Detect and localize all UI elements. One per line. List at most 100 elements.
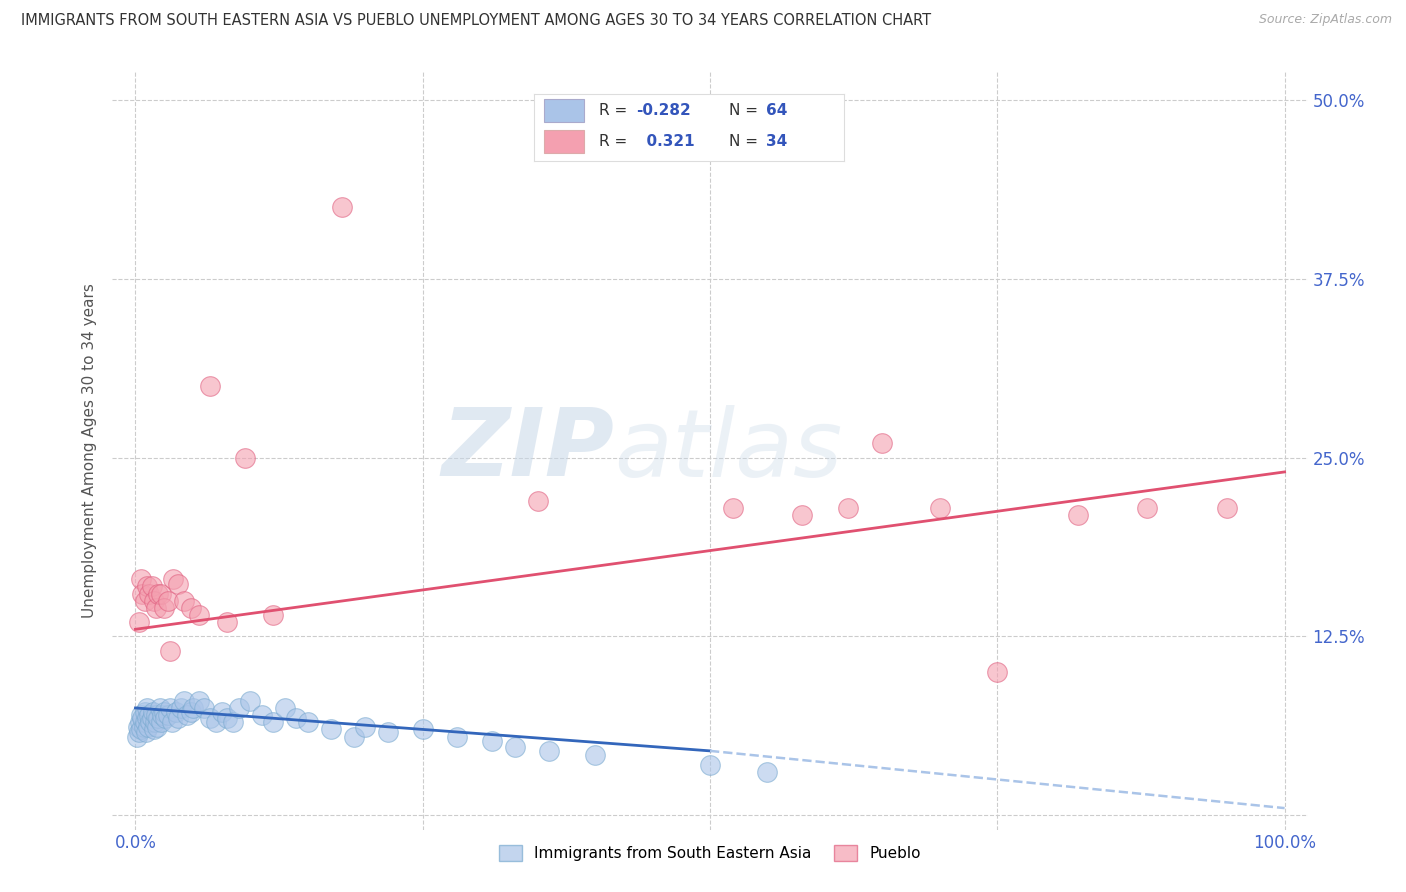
Point [274,701,297,715]
Point [131,711,153,725]
Point [143,715,166,730]
Point [159,644,181,658]
Point [187,694,209,708]
Point [446,730,468,744]
Point [129,723,152,737]
Text: R =: R = [599,134,633,149]
Point [131,586,153,600]
Point [262,715,284,730]
Point [176,708,198,723]
Point [145,708,167,723]
Point [149,586,172,600]
Point [138,708,160,723]
Point [872,436,894,450]
Point [198,379,221,393]
Point [128,615,150,629]
Point [136,579,159,593]
Point [756,765,779,780]
Point [156,708,179,723]
Point [986,665,1008,680]
Point [128,725,150,739]
Point [790,508,813,522]
Point [167,711,190,725]
Text: Source: ZipAtlas.com: Source: ZipAtlas.com [1258,13,1392,27]
Point [153,600,176,615]
Point [142,593,165,607]
Point [150,708,173,723]
Point [155,711,177,725]
Point [167,576,190,591]
Point [142,723,165,737]
Point [173,694,195,708]
Point [412,723,434,737]
Text: -0.282: -0.282 [637,103,692,118]
Point [928,500,950,515]
Text: 0.321: 0.321 [637,134,695,149]
Point [135,725,157,739]
Point [156,593,179,607]
Point [127,720,149,734]
Text: IMMIGRANTS FROM SOUTH EASTERN ASIA VS PUEBLO UNEMPLOYMENT AMONG AGES 30 TO 34 YE: IMMIGRANTS FROM SOUTH EASTERN ASIA VS PU… [21,13,931,29]
Point [250,708,273,723]
Text: R =: R = [599,103,633,118]
Point [285,711,308,725]
Point [1216,500,1239,515]
Point [139,715,162,730]
Point [319,723,342,737]
Point [222,715,245,730]
Point [129,708,152,723]
Point [153,705,176,719]
Bar [544,99,583,121]
Point [228,701,250,715]
Point [148,711,170,725]
Point [837,500,859,515]
Point [211,705,233,719]
Point [583,748,606,763]
Point [526,493,548,508]
Point [145,600,167,615]
Point [217,711,239,725]
Point [721,500,744,515]
Point [262,607,284,622]
Point [173,593,195,607]
Point [148,586,170,600]
Point [165,705,187,719]
Point [136,701,159,715]
Point [134,593,156,607]
Point [377,725,399,739]
Text: N =: N = [730,103,763,118]
Point [136,720,159,734]
Text: atlas: atlas [614,405,842,496]
Point [239,694,262,708]
Point [129,715,152,730]
Point [233,450,256,465]
Point [146,720,169,734]
Point [1136,500,1159,515]
Point [1067,508,1090,522]
Text: N =: N = [730,134,763,149]
Point [129,572,152,586]
Point [149,701,172,715]
Legend: Immigrants from South Eastern Asia, Pueblo: Immigrants from South Eastern Asia, Pueb… [494,839,927,867]
Point [162,715,183,730]
Point [699,758,721,772]
Point [125,730,148,744]
Point [330,200,353,214]
Point [354,720,377,734]
Point [481,734,503,748]
Point [162,572,184,586]
Point [136,711,159,725]
Point [181,701,204,715]
Point [538,744,561,758]
Point [132,720,155,734]
Point [180,600,202,615]
Point [217,615,239,629]
Point [138,586,160,600]
Point [343,730,366,744]
Point [141,711,163,725]
Point [149,715,172,730]
Point [180,705,202,719]
Text: 64: 64 [766,103,787,118]
Point [297,715,319,730]
Point [193,701,215,715]
